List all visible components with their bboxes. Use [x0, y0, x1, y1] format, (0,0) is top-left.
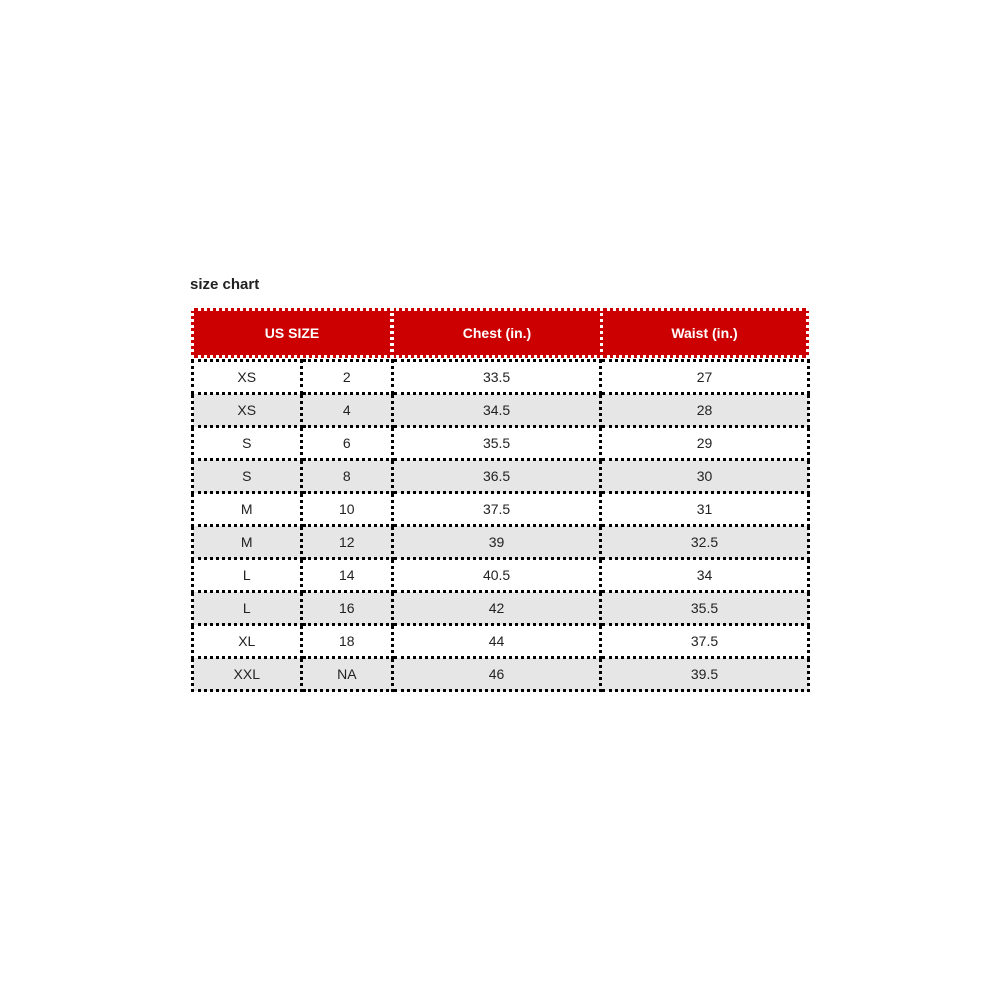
header-waist: Waist (in.): [600, 308, 809, 358]
cell-chest: 42: [391, 590, 603, 626]
cell-num: 2: [299, 359, 395, 395]
cell-letter: L: [191, 557, 303, 593]
cell-chest: 46: [391, 656, 603, 692]
header-us-size: US SIZE: [191, 308, 393, 358]
table-row: XXL NA 46 39.5: [191, 656, 810, 692]
cell-num: 14: [299, 557, 395, 593]
cell-waist: 35.5: [599, 590, 810, 626]
cell-num: 8: [299, 458, 395, 494]
cell-letter: XL: [191, 623, 303, 659]
cell-num: 18: [299, 623, 395, 659]
cell-chest: 40.5: [391, 557, 603, 593]
cell-waist: 34: [599, 557, 810, 593]
cell-letter: L: [191, 590, 303, 626]
cell-waist: 28: [599, 392, 810, 428]
cell-letter: XXL: [191, 656, 303, 692]
cell-waist: 37.5: [599, 623, 810, 659]
cell-waist: 30: [599, 458, 810, 494]
cell-num: 16: [299, 590, 395, 626]
cell-num: 4: [299, 392, 395, 428]
cell-waist: 39.5: [599, 656, 810, 692]
cell-chest: 36.5: [391, 458, 603, 494]
cell-num: 12: [299, 524, 395, 560]
table-row: M 10 37.5 31: [191, 491, 810, 527]
table-row: S 6 35.5 29: [191, 425, 810, 461]
page-title: size chart: [190, 276, 260, 293]
cell-waist: 32.5: [599, 524, 810, 560]
table-row: XL 18 44 37.5: [191, 623, 810, 659]
cell-chest: 34.5: [391, 392, 603, 428]
table-row: L 16 42 35.5: [191, 590, 810, 626]
cell-chest: 33.5: [391, 359, 603, 395]
table-row: S 8 36.5 30: [191, 458, 810, 494]
cell-letter: XS: [191, 359, 303, 395]
header-chest: Chest (in.): [391, 308, 603, 358]
table-row: M 12 39 32.5: [191, 524, 810, 560]
cell-waist: 27: [599, 359, 810, 395]
cell-letter: S: [191, 458, 303, 494]
cell-chest: 35.5: [391, 425, 603, 461]
cell-chest: 44: [391, 623, 603, 659]
cell-chest: 39: [391, 524, 603, 560]
cell-letter: M: [191, 524, 303, 560]
size-table: XS 2 33.5 27 XS 4 34.5 28 S 6 35.5 29 S 8 36.5 30 M 10 37.…: [191, 359, 810, 692]
table-row: L 14 40.5 34: [191, 557, 810, 593]
cell-num: NA: [299, 656, 395, 692]
cell-num: 10: [299, 491, 395, 527]
cell-letter: M: [191, 491, 303, 527]
cell-letter: S: [191, 425, 303, 461]
cell-chest: 37.5: [391, 491, 603, 527]
cell-num: 6: [299, 425, 395, 461]
cell-waist: 31: [599, 491, 810, 527]
cell-waist: 29: [599, 425, 810, 461]
cell-letter: XS: [191, 392, 303, 428]
table-row: XS 2 33.5 27: [191, 359, 810, 395]
table-row: XS 4 34.5 28: [191, 392, 810, 428]
